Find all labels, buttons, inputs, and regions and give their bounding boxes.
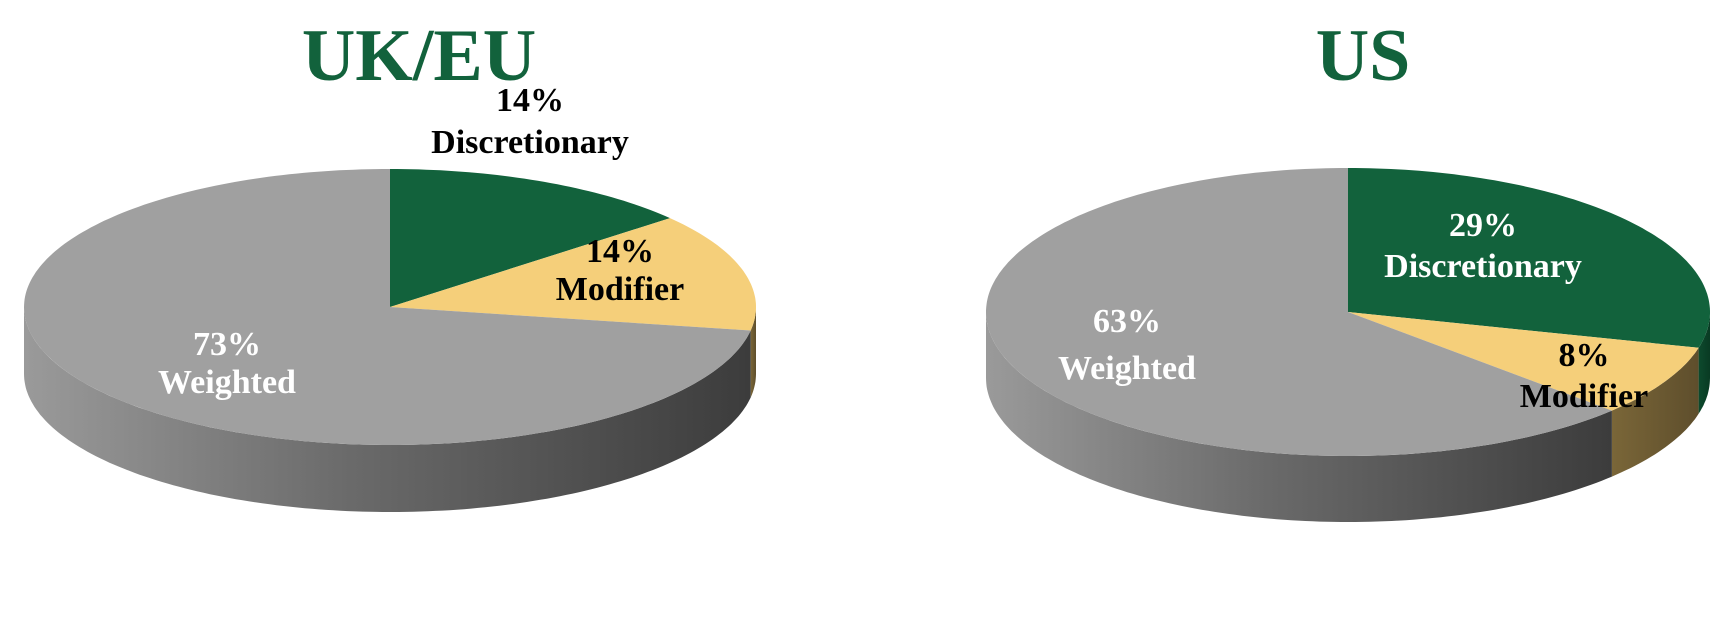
pie-slice-discretionary <box>1348 168 1710 348</box>
pie-slice-weighted <box>986 168 1612 456</box>
pie-wall-weighted <box>24 307 751 512</box>
pie-slice-modifier <box>1348 312 1699 411</box>
pie-wall-modifier <box>1611 347 1699 477</box>
slice-percent-label: 8% <box>1559 337 1610 374</box>
slice-percent-label: 14% <box>586 233 654 270</box>
pie-slice-modifier <box>390 218 756 331</box>
pie-wall-weighted <box>986 312 1612 522</box>
slice-name-label: Weighted <box>158 364 296 401</box>
pie-wall-discretionary <box>1698 312 1710 414</box>
pie-slice-weighted <box>24 169 751 445</box>
pie-us: 29% Discretionary 8% Modifier 63% Weighted <box>986 168 1710 522</box>
slice-percent-label: 63% <box>1093 303 1161 340</box>
slice-name-label: Weighted <box>1058 350 1196 387</box>
chart-title-us: US <box>1316 15 1411 97</box>
slice-percent-label: 29% <box>1449 207 1517 244</box>
chart-title-uk-eu: UK/EU <box>302 15 536 97</box>
slice-name-label: Discretionary <box>1384 248 1582 285</box>
pie-wall-modifier <box>750 307 756 398</box>
pie-slice-discretionary <box>390 169 670 307</box>
slice-percent-label: 73% <box>193 326 261 363</box>
slice-name-label: Discretionary <box>431 124 629 161</box>
slice-percent-label: 14% <box>496 82 564 119</box>
slice-name-label: Modifier <box>1520 378 1648 415</box>
slice-name-label: Modifier <box>556 271 684 308</box>
